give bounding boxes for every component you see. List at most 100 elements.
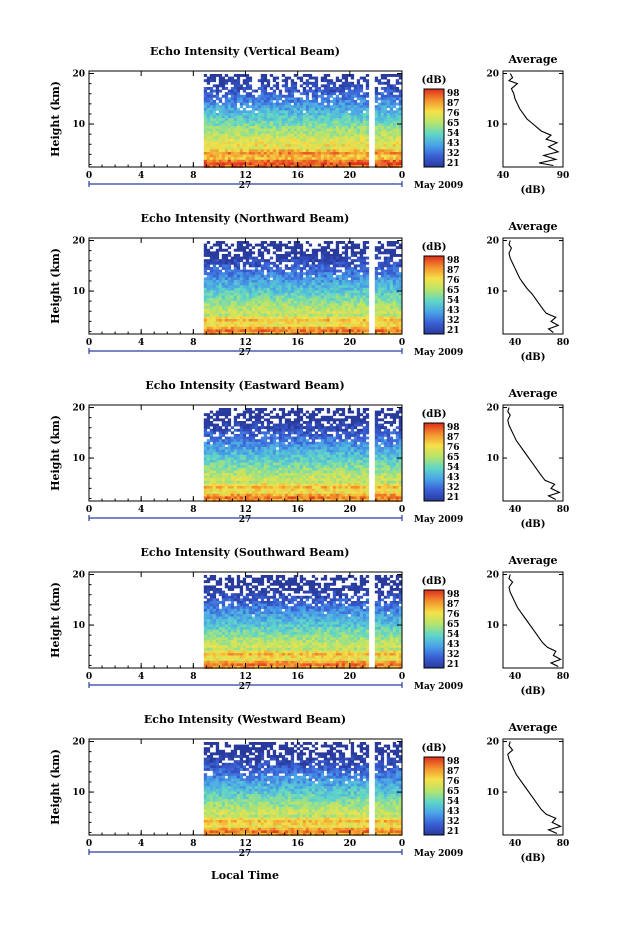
heatmap-cell (398, 157, 403, 161)
heatmap-cell (386, 243, 391, 247)
heatmap-cell (383, 303, 388, 307)
heatmap-cell (260, 415, 265, 419)
heatmap-cell (341, 251, 346, 255)
heatmap-cell (212, 272, 217, 276)
heatmap-cell (209, 274, 214, 278)
heatmap-cell (212, 123, 217, 127)
heatmap-cell (323, 319, 328, 322)
heatmap-cell (308, 74, 313, 77)
heatmap-cell (209, 136, 214, 140)
heatmap-cell (218, 123, 223, 127)
heatmap-cell (359, 274, 364, 278)
heatmap-cell (281, 280, 286, 283)
heatmap-cell (221, 293, 226, 296)
heatmap-cell (314, 444, 319, 448)
heatmap-cell (323, 264, 328, 268)
heatmap-cell (347, 154, 352, 158)
heatmap-cell (350, 120, 355, 124)
heatmap-cell (350, 423, 355, 427)
heatmap-cell (323, 267, 328, 270)
heatmap-cell (311, 100, 316, 103)
heatmap-cell (377, 131, 382, 135)
heatmap-cell (305, 152, 310, 155)
heatmap-cell (380, 316, 385, 320)
heatmap-cell (302, 324, 307, 328)
heatmap-cell (278, 324, 283, 328)
heatmap-cell (365, 421, 370, 424)
heatmap-cell (359, 131, 364, 135)
heatmap-cell (395, 319, 400, 322)
heatmap-cell (302, 298, 307, 302)
heatmap-cell (266, 313, 271, 317)
heatmap-cell (311, 415, 316, 419)
heatmap-cell (347, 120, 352, 124)
heatmap-cell (257, 303, 262, 307)
heatmap-cell (353, 100, 358, 103)
heatmap-cell (383, 126, 388, 129)
heatmap-cell (224, 431, 229, 435)
heatmap-cell (305, 254, 310, 257)
heatmap-cell (203, 92, 208, 96)
heatmap-cell (236, 434, 241, 437)
heatmap-cell (263, 285, 268, 289)
heatmap-cell (308, 319, 313, 322)
heatmap-cell (311, 272, 316, 276)
heatmap-cell (290, 89, 295, 93)
heatmap-cell (290, 105, 295, 109)
heatmap-cell (356, 324, 361, 328)
heatmap-cell (392, 149, 397, 153)
heatmap-cell (287, 319, 292, 322)
heatmap-cell (278, 267, 283, 270)
heatmap-cell (284, 274, 289, 278)
heatmap-cell (365, 298, 370, 302)
heatmap-cell (224, 259, 229, 263)
heatmap-cell (230, 113, 235, 116)
heatmap-cell (359, 431, 364, 435)
heatmap-cell (332, 152, 337, 155)
heatmap-cell (227, 408, 232, 411)
heatmap-cell (344, 319, 349, 322)
heatmap-cell (338, 131, 343, 135)
heatmap-cell (308, 306, 313, 309)
heatmap-cell (206, 285, 211, 289)
heatmap-cell (320, 313, 325, 317)
heatmap-cell (380, 141, 385, 145)
heatmap-cell (239, 319, 244, 322)
heatmap-cell (245, 272, 250, 276)
heatmap-cell (254, 311, 259, 315)
heatmap-cell (305, 165, 310, 168)
heatmap-cell (230, 128, 235, 132)
heatmap-cell (290, 81, 295, 85)
heatmap-cell (344, 267, 349, 270)
heatmap-cell (335, 316, 340, 320)
heatmap-cell (335, 241, 340, 244)
heatmap-cell (227, 410, 232, 414)
heatmap-cell (395, 110, 400, 114)
heatmap-cell (329, 165, 334, 168)
heatmap-cell (230, 159, 235, 163)
heatmap-cell (224, 105, 229, 109)
heatmap-cell (236, 149, 241, 153)
heatmap-cell (227, 413, 232, 417)
heatmap-cell (398, 441, 403, 445)
heatmap-cell (209, 295, 214, 299)
heatmap-cell (326, 415, 331, 419)
heatmap-cell (215, 97, 220, 101)
heatmap-cell (392, 428, 397, 432)
heatmap-cell (377, 285, 382, 289)
heatmap-cell (263, 248, 268, 252)
heatmap-cell (263, 300, 268, 304)
heatmap-cell (389, 316, 394, 320)
heatmap-cell (260, 159, 265, 163)
heatmap-cell (206, 418, 211, 422)
heatmap-cell (269, 149, 274, 153)
heatmap-cell (362, 274, 367, 278)
heatmap-cell (230, 152, 235, 155)
x-tick-label: 16 (291, 171, 304, 181)
heatmap-cell (236, 87, 241, 90)
heatmap-cell (314, 421, 319, 424)
heatmap-cell (383, 298, 388, 302)
heatmap-cell (329, 285, 334, 289)
heatmap-cell (326, 110, 331, 114)
heatmap-cell (380, 269, 385, 273)
